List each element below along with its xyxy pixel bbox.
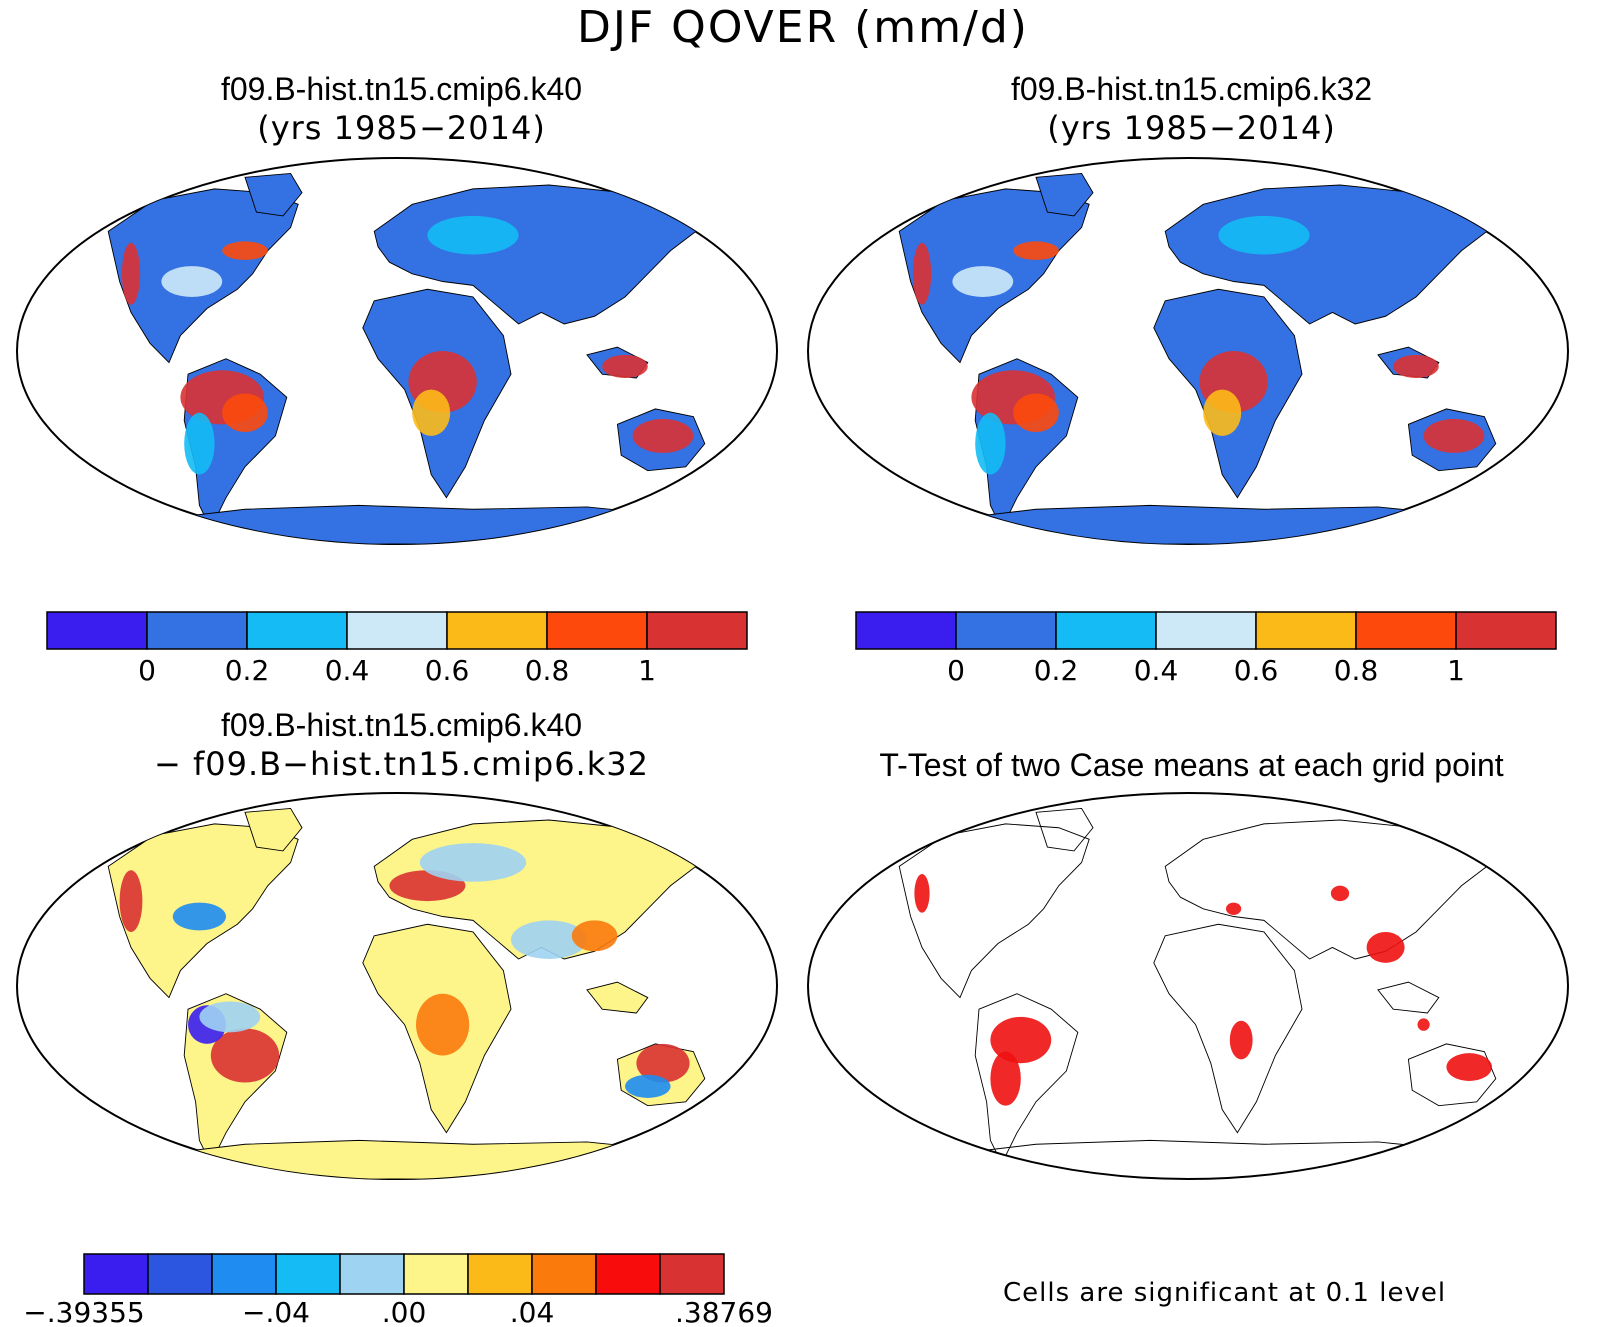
colorbar-tick-label: .04 [510,1296,555,1327]
significance-region [990,1051,1021,1106]
panel-title-line2: (yrs 1985−2014) [257,109,546,147]
field-region [161,266,223,297]
colorbar-tick-label: −.04 [242,1296,310,1327]
field-region [210,1028,280,1083]
field-region [222,241,268,260]
panel-title-line2: (yrs 1985−2014) [1047,109,1336,147]
colorbar-tick-label: 0 [138,654,156,687]
field-region [1218,215,1310,255]
colorbar-tick-label: 1 [638,654,656,687]
panel-title-line1: f09.B-hist.tn15.cmip6.k40 [220,71,583,107]
significance-region [1417,1018,1430,1031]
panel-title-line1: f09.B-hist.tn15.cmip6.k32 [1010,71,1373,107]
colorbar-swatch [147,1253,213,1295]
colorbar-swatch [1255,611,1357,650]
field-region [416,993,470,1056]
colorbar-swatch [646,611,748,650]
field-region [1013,241,1059,260]
field-region [427,215,519,255]
colorbar-tick-label: 0.4 [325,654,370,687]
map-k32 [807,157,1569,545]
field-region [625,1074,671,1098]
field-region [1423,418,1485,453]
significance-region [1446,1053,1492,1081]
map-k40 [16,157,778,545]
field-region [222,393,268,433]
colorbar-tick-label: .00 [382,1296,427,1327]
colorbar-swatch [275,1253,341,1295]
colorbar-swatch [467,1253,533,1295]
colorbar-swatch [339,1253,405,1295]
field-region [412,389,451,436]
panel-title-line2: − f09.B−hist.tn15.cmip6.k32 [154,745,649,783]
field-region [419,843,527,882]
figure-title: DJF QOVER (mm/d) [577,2,1029,53]
field-region [511,920,587,959]
panel-title-line1: T-Test of two Case means at each grid po… [879,747,1504,783]
significance-region [1366,931,1405,963]
colorbar-swatch [83,1253,149,1295]
field-region [571,920,618,952]
colorbar-swatch [531,1253,597,1295]
colorbar-k32: 0 0.2 0.4 0.6 0.8 1 [855,611,1557,687]
colorbar-tick-label: −.39355 [23,1296,144,1327]
colorbar-swatch [659,1253,725,1295]
colorbar-tick-label: 0.2 [225,654,270,687]
colorbar-tick-label: .38769 [675,1296,773,1327]
map-difference [16,792,778,1180]
colorbar-swatch [855,611,957,650]
field-region [1013,393,1059,433]
colorbar-tick-label: 0.6 [425,654,470,687]
colorbar-tick-label: 0.4 [1134,654,1179,687]
field-region [952,266,1014,297]
field-region [184,412,215,475]
colorbar-k40: 0 0.2 0.4 0.6 0.8 1 [46,611,748,687]
colorbar-tick-label: 0 [947,654,965,687]
field-region [602,354,648,379]
field-region [632,418,694,453]
significance-region [1226,902,1242,915]
field-region [1203,389,1242,436]
colorbar-swatch [246,611,348,650]
colorbar-tick-label: 0.8 [525,654,570,687]
colorbar-swatch [46,611,148,650]
map-ttest [807,792,1569,1180]
colorbar-tick-label: 0.2 [1034,654,1079,687]
field-region [119,870,143,932]
colorbar-swatch [546,611,648,650]
field-region [975,412,1006,475]
panel-title-k40: f09.B-hist.tn15.cmip6.k40 (yrs 1985−2014… [0,70,803,148]
colorbar-swatch [146,611,248,650]
panel-title-ttest: T-Test of two Case means at each grid po… [790,746,1593,784]
colorbar-swatch [1055,611,1157,650]
field-region [172,902,226,931]
colorbar-swatch [1455,611,1557,650]
panel-title-line1: f09.B-hist.tn15.cmip6.k40 [220,707,583,743]
field-region [912,242,932,305]
colorbar-tick-label: 1 [1447,654,1465,687]
panel-title-k32: f09.B-hist.tn15.cmip6.k32 (yrs 1985−2014… [790,70,1593,148]
colorbar-swatch [403,1253,469,1295]
significance-region [914,874,930,913]
colorbar-swatch [211,1253,277,1295]
colorbar-swatch [595,1253,661,1295]
colorbar-difference: −.39355 −.04 .00 .04 .38769 [23,1253,773,1327]
significance-region [1229,1020,1253,1060]
colorbar-tick-label: 0.8 [1334,654,1379,687]
panel-title-difference: f09.B-hist.tn15.cmip6.k40 − f09.B−hist.t… [0,706,803,784]
colorbar-swatch [446,611,548,650]
field-region [636,1043,690,1083]
colorbar-tick-label: 0.6 [1234,654,1279,687]
ttest-note: Cells are significant at 0.1 level [1003,1278,1447,1308]
colorbar-swatch [1155,611,1257,650]
field-region [199,1001,261,1033]
field-region [1393,354,1439,379]
field-region [121,242,141,305]
significance-region [1330,885,1350,902]
colorbar-swatch [1355,611,1457,650]
colorbar-swatch [955,611,1057,650]
colorbar-swatch [346,611,448,650]
